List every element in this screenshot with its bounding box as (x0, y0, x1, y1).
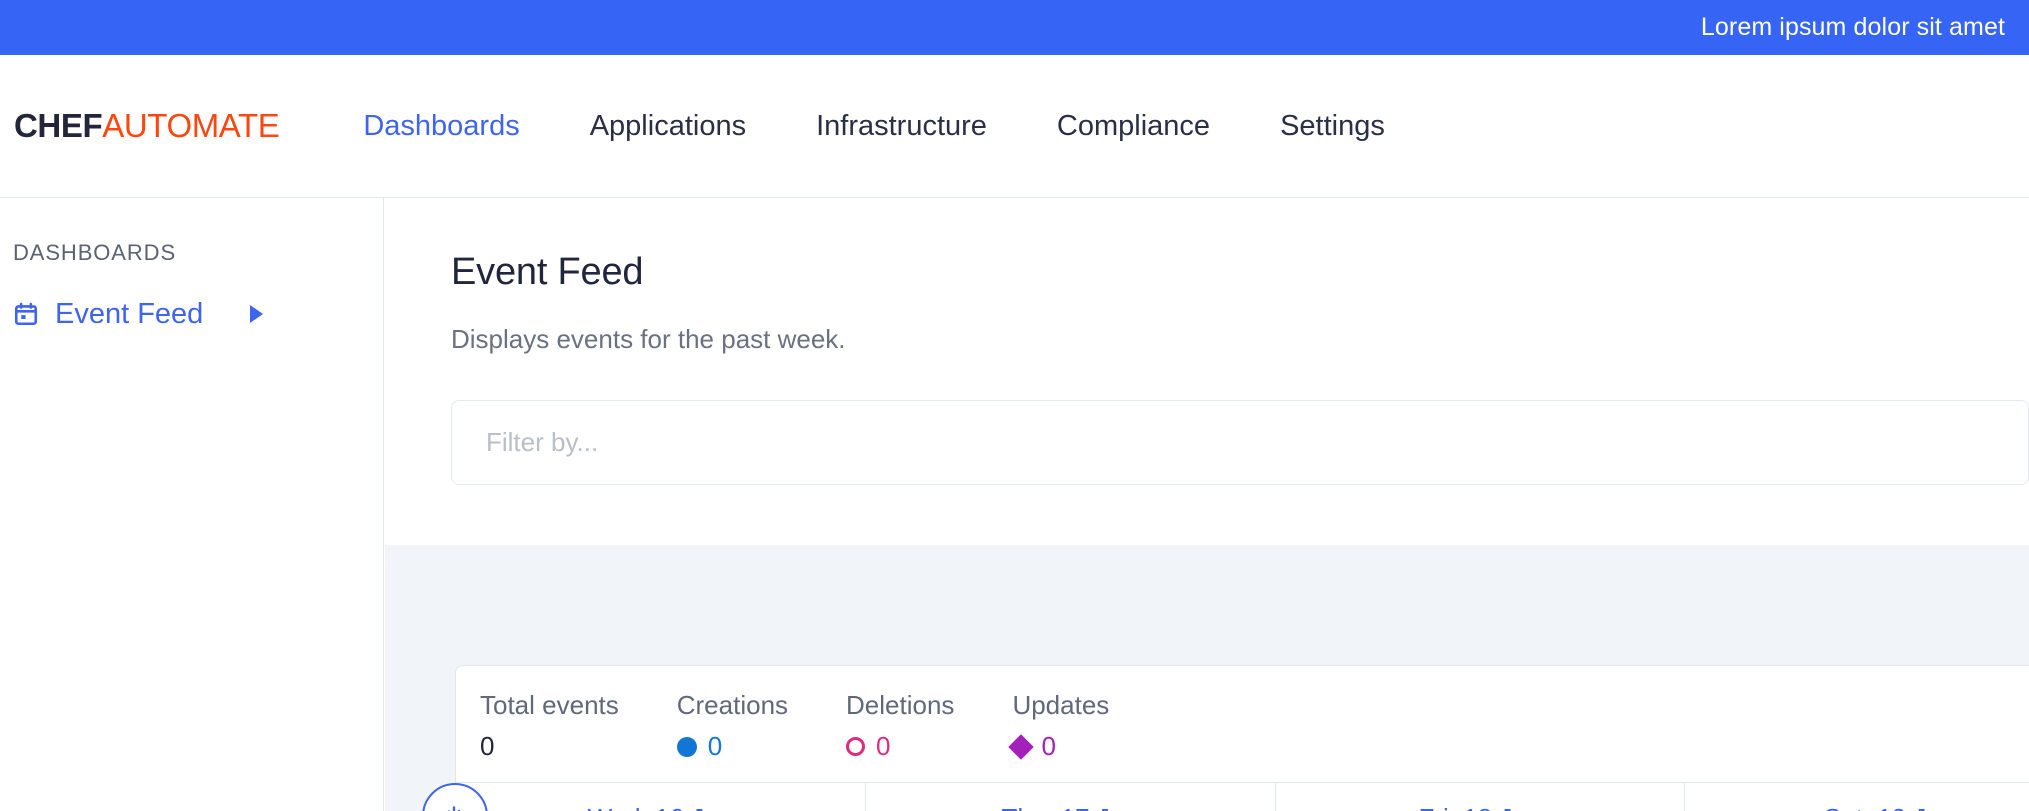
page-title: Event Feed (451, 251, 644, 293)
stats-row: Total events 0 Creations 0 Deletions (456, 666, 2029, 782)
nav-item-infrastructure[interactable]: Infrastructure (816, 109, 987, 142)
event-summary-card: Total events 0 Creations 0 Deletions (422, 665, 2029, 811)
date-cell[interactable]: Sat, 19 Jun (1685, 783, 2029, 811)
stat-label: Deletions (846, 690, 955, 720)
stat-updates: Updates 0 (1008, 690, 1110, 762)
date-link[interactable]: Fri, 18 Jun (1418, 803, 1541, 811)
brand-logo[interactable]: CHEF AUTOMATE (14, 107, 280, 145)
date-tabs-row: Wed, 16 Jun Thu, 17 Jun Fri, 18 Jun Sat,… (456, 782, 2029, 811)
stat-creations: Creations 0 (676, 690, 789, 762)
date-link[interactable]: Sat, 19 Jun (1824, 803, 1956, 811)
nav-item-dashboards[interactable]: Dashboards (363, 109, 520, 142)
stat-value-row: 0 (676, 731, 788, 762)
stat-label: Total events (480, 690, 619, 720)
nav-item-settings[interactable]: Settings (1280, 109, 1385, 142)
date-link[interactable]: Thu, 17 Jun (1001, 803, 1138, 811)
brand-automate-text: AUTOMATE (102, 107, 280, 144)
nav-item-applications[interactable]: Applications (589, 109, 747, 142)
sidebar: DASHBOARDS Event Feed (0, 198, 384, 811)
date-cell[interactable]: Wed, 16 Jun (456, 783, 866, 811)
stat-value: 0 (876, 731, 891, 761)
top-banner: Lorem ipsum dolor sit amet (0, 0, 2029, 55)
event-feed-panel: Total events 0 Creations 0 Deletions (385, 545, 2029, 811)
stat-label: Updates (1012, 690, 1110, 720)
circle-filled-icon (676, 736, 697, 757)
brand-chef-text: CHEF (14, 107, 103, 144)
main-navigation-bar: CHEF AUTOMATE Dashboards Applications Inf… (0, 55, 2029, 198)
date-cell[interactable]: Thu, 17 Jun (866, 783, 1276, 811)
banner-text: Lorem ipsum dolor sit amet (1700, 13, 2005, 41)
circle-hollow-icon (846, 737, 866, 756)
page-subtitle: Displays events for the past week. (451, 324, 846, 354)
stat-total-events: Total events 0 (480, 690, 619, 762)
calendar-icon (13, 301, 39, 327)
stat-value: 0 (707, 731, 723, 761)
date-cell[interactable]: Fri, 18 Jun (1276, 783, 1686, 811)
nav-items: Dashboards Applications Infrastructure C… (363, 109, 1385, 142)
filter-input[interactable] (451, 400, 2029, 485)
stat-value-row: 0 (480, 731, 619, 762)
date-link[interactable]: Wed, 16 Jun (588, 803, 734, 811)
date-row-wrapper: Wed, 16 Jun Thu, 17 Jun Fri, 18 Jun Sat,… (422, 782, 2029, 811)
sidebar-section-title: DASHBOARDS (13, 240, 177, 265)
stat-deletions: Deletions 0 (846, 690, 954, 762)
stat-value-row: 0 (1008, 731, 1109, 762)
main-content: Event Feed Displays events for the past … (385, 198, 2029, 811)
filter-wrapper (451, 400, 2029, 485)
stat-value: 0 (1041, 731, 1056, 761)
caret-right-icon[interactable] (250, 305, 263, 323)
nav-item-compliance[interactable]: Compliance (1056, 109, 1211, 142)
stat-value-row: 0 (846, 731, 954, 762)
sidebar-item-label: Event Feed (55, 297, 204, 330)
diamond-icon (1008, 733, 1035, 760)
sidebar-item-event-feed[interactable]: Event Feed (0, 292, 383, 336)
content-header: Event Feed Displays events for the past … (385, 198, 2029, 545)
stat-value: 0 (480, 731, 495, 761)
stat-label: Creations (676, 690, 789, 720)
